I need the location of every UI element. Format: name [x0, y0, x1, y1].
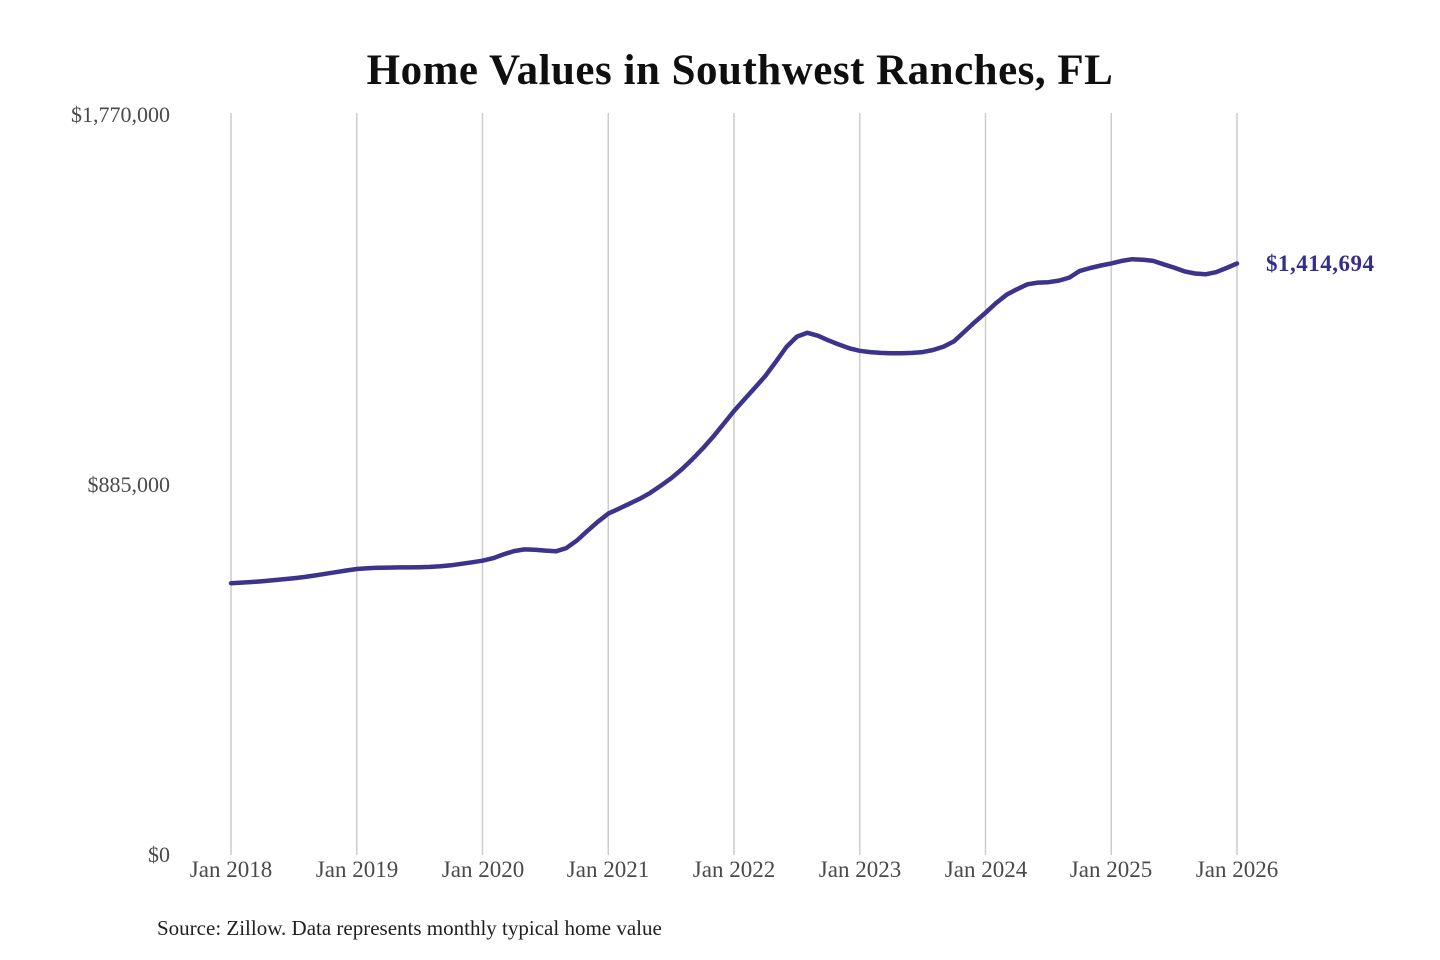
latest-value-label: $1,414,694 — [1266, 251, 1375, 276]
y-tick-label: $885,000 — [87, 472, 171, 497]
x-tick-label: Jan 2022 — [692, 857, 776, 882]
y-tick-label: $0 — [148, 842, 170, 867]
x-tick-label: Jan 2019 — [315, 857, 399, 882]
x-tick-label: Jan 2023 — [818, 857, 902, 882]
chart-title: Home Values in Southwest Ranches, FL — [366, 47, 1114, 94]
y-tick-label: $1,770,000 — [71, 102, 170, 127]
x-tick-label: Jan 2018 — [189, 857, 273, 882]
x-tick-label: Jan 2020 — [441, 857, 525, 882]
x-tick-label: Jan 2025 — [1069, 857, 1153, 882]
x-tick-label: Jan 2021 — [566, 857, 650, 882]
source-note: Source: Zillow. Data represents monthly … — [157, 916, 662, 940]
x-tick-label: Jan 2026 — [1195, 857, 1279, 882]
vertical-gridlines — [230, 113, 1238, 855]
x-tick-label: Jan 2024 — [944, 857, 1028, 882]
home-value-line-series — [228, 256, 1240, 586]
